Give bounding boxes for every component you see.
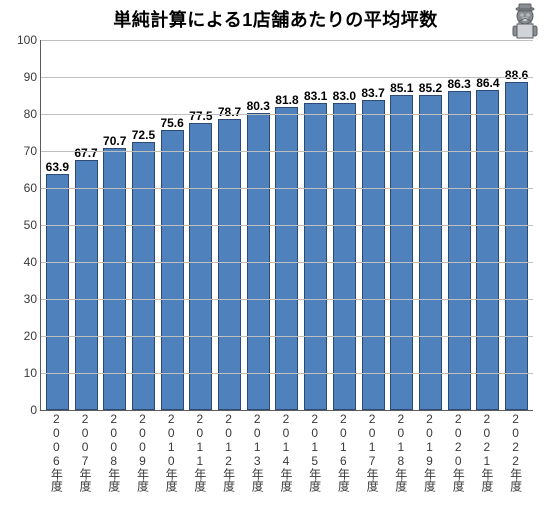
- x-tick-label: 2018年度: [395, 412, 407, 492]
- plot-area: 63.967.770.772.575.677.578.780.381.883.1…: [40, 40, 533, 411]
- x-label-slot: 2012年度: [214, 412, 243, 492]
- y-tick-label: 10: [24, 367, 41, 379]
- bar-value-label: 83.1: [304, 90, 327, 104]
- x-label-slot: 2017年度: [358, 412, 387, 492]
- bar-value-label: 85.1: [390, 82, 413, 96]
- bar: 83.7: [362, 100, 385, 410]
- y-tick-label: 60: [24, 182, 41, 194]
- mascot-icon: [505, 2, 545, 42]
- x-tick-label: 2006年度: [50, 412, 62, 492]
- chart-title: 単純計算による1店舗あたりの平均坪数: [0, 6, 551, 32]
- bar: 72.5: [132, 142, 155, 410]
- x-label-slot: 2006年度: [42, 412, 71, 492]
- x-label-slot: 2013年度: [243, 412, 272, 492]
- gridline: [41, 373, 533, 374]
- bar: 85.2: [419, 95, 442, 410]
- x-label-slot: 2007年度: [71, 412, 100, 492]
- y-tick-label: 30: [24, 293, 41, 305]
- bar-value-label: 72.5: [132, 129, 155, 143]
- x-label-slot: 2020年度: [444, 412, 473, 492]
- bar-value-label: 83.7: [361, 87, 384, 101]
- bar-value-label: 63.9: [46, 161, 69, 175]
- bar: 81.8: [275, 107, 298, 410]
- bar: 83.0: [333, 103, 356, 410]
- x-tick-label: 2009年度: [136, 412, 148, 492]
- x-tick-label: 2010年度: [165, 412, 177, 492]
- x-label-slot: 2021年度: [473, 412, 502, 492]
- gridline: [41, 114, 533, 115]
- x-label-slot: 2014年度: [272, 412, 301, 492]
- bar-value-label: 67.7: [74, 147, 97, 161]
- bar: 83.1: [304, 103, 327, 410]
- gridline: [41, 262, 533, 263]
- bar-value-label: 78.7: [218, 106, 241, 120]
- x-label-slot: 2008年度: [99, 412, 128, 492]
- x-label-slot: 2015年度: [300, 412, 329, 492]
- x-label-slot: 2016年度: [329, 412, 358, 492]
- y-tick-label: 90: [24, 71, 41, 83]
- x-label-slot: 2009年度: [128, 412, 157, 492]
- bar-value-label: 75.6: [160, 117, 183, 131]
- bar-value-label: 77.5: [189, 110, 212, 124]
- bar-value-label: 83.0: [333, 90, 356, 104]
- y-tick-label: 50: [24, 219, 41, 231]
- bar-value-label: 85.2: [419, 82, 442, 96]
- bar-value-label: 86.4: [476, 77, 499, 91]
- gridline: [41, 188, 533, 189]
- bar: 88.6: [505, 82, 528, 410]
- x-tick-label: 2016年度: [337, 412, 349, 492]
- x-tick-label: 2013年度: [251, 412, 263, 492]
- bar: 86.3: [448, 91, 471, 410]
- bar-value-label: 70.7: [103, 135, 126, 149]
- y-tick-label: 100: [17, 34, 41, 46]
- x-tick-label: 2019年度: [423, 412, 435, 492]
- bar: 78.7: [218, 119, 241, 410]
- x-tick-label: 2007年度: [79, 412, 91, 492]
- x-tick-label: 2011年度: [194, 412, 206, 492]
- x-tick-label: 2022年度: [510, 412, 522, 492]
- gridline: [41, 40, 533, 41]
- x-label-slot: 2010年度: [157, 412, 186, 492]
- x-label-slot: 2018年度: [386, 412, 415, 492]
- x-tick-label: 2020年度: [452, 412, 464, 492]
- x-tick-label: 2012年度: [223, 412, 235, 492]
- bar: 63.9: [46, 174, 69, 410]
- x-axis-labels: 2006年度 2007年度 2008年度 2009年度 2010年度 2011年度 2012…: [40, 412, 532, 492]
- gridline: [41, 336, 533, 337]
- x-tick-label: 2017年度: [366, 412, 378, 492]
- x-tick-label: 2014年度: [280, 412, 292, 492]
- bar: 85.1: [390, 95, 413, 410]
- x-label-slot: 2019年度: [415, 412, 444, 492]
- x-tick-label: 2015年度: [309, 412, 321, 492]
- bar: 75.6: [161, 130, 184, 410]
- gridline: [41, 77, 533, 78]
- x-label-slot: 2011年度: [186, 412, 215, 492]
- gridline: [41, 299, 533, 300]
- y-tick-label: 40: [24, 256, 41, 268]
- bar-value-label: 81.8: [275, 94, 298, 108]
- bar-value-label: 80.3: [247, 100, 270, 114]
- bar-value-label: 86.3: [447, 78, 470, 92]
- x-tick-label: 2008年度: [108, 412, 120, 492]
- y-tick-label: 70: [24, 145, 41, 157]
- gridline: [41, 225, 533, 226]
- x-tick-label: 2021年度: [481, 412, 493, 492]
- y-tick-label: 80: [24, 108, 41, 120]
- gridline: [41, 151, 533, 152]
- x-label-slot: 2022年度: [501, 412, 530, 492]
- bar: 86.4: [476, 90, 499, 410]
- bar-chart: 単純計算による1店舗あたりの平均坪数 63.967.770.772.575.67…: [0, 0, 551, 513]
- y-tick-label: 20: [24, 330, 41, 342]
- bar: 77.5: [189, 123, 212, 410]
